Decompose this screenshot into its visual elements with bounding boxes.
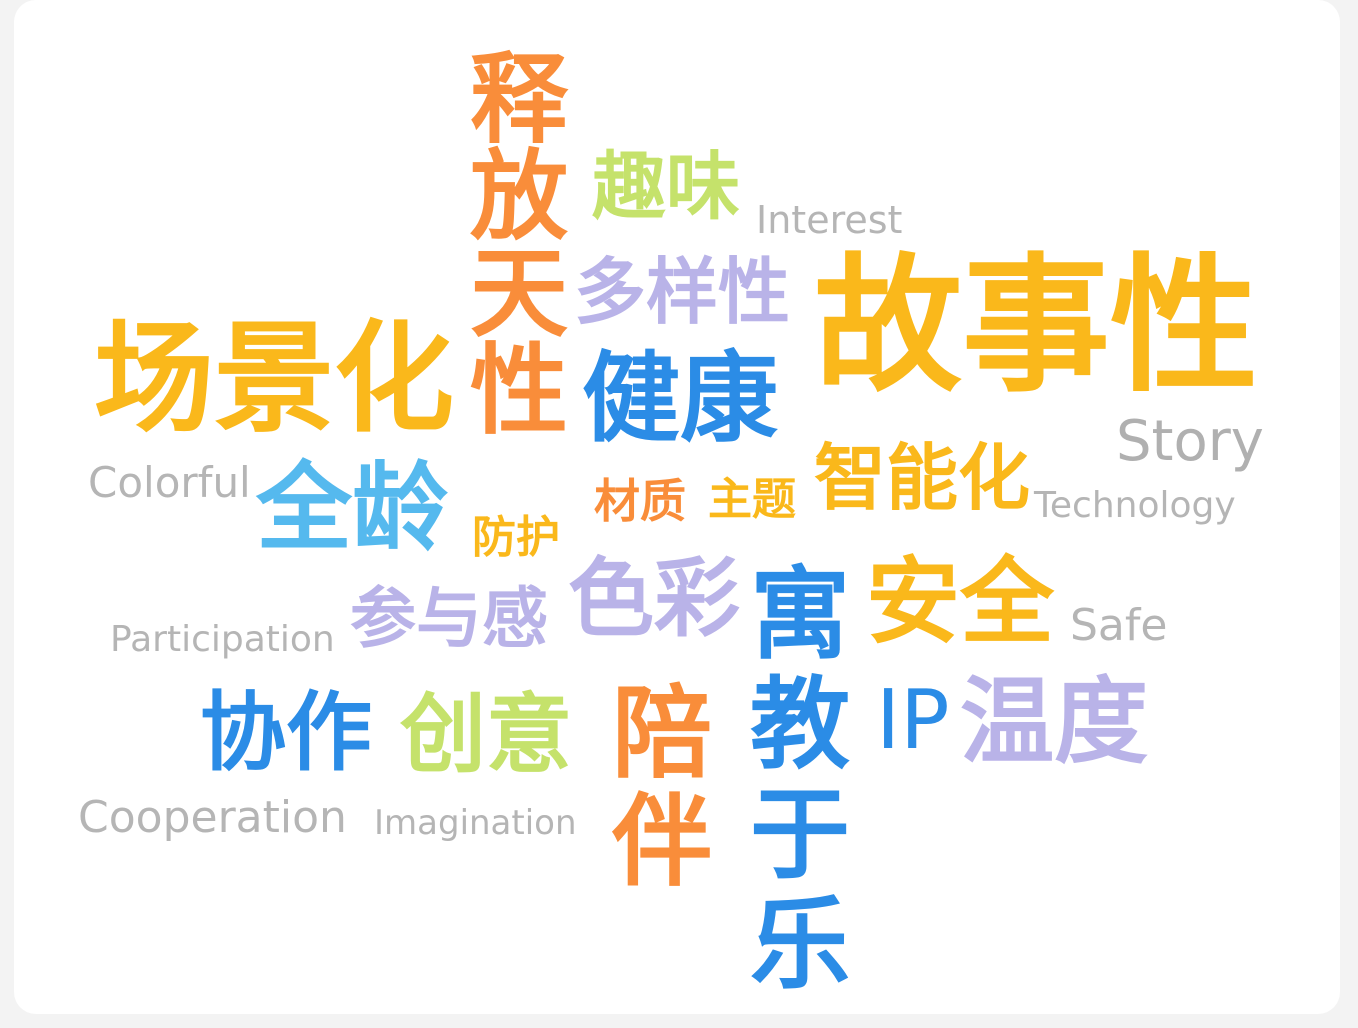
word-shifang-tianxing: 释放天性 [469,43,568,448]
word-chuangyi: 创意 [400,685,572,785]
word-secai: 色彩 [568,549,740,649]
word-quwei: 趣味 [592,144,740,230]
word-zhinenghua: 智能化 [814,436,1031,520]
word-xiezuo: 协作 [200,683,372,783]
word-yujiao-yule: 寓教于乐 [750,556,850,1003]
word-anquan: 安全 [866,548,1055,657]
word-gushixing: 故事性 [814,240,1258,412]
word-peiban: 陪伴 [612,675,712,900]
word-safe: Safe [1070,600,1168,651]
word-colorful: Colorful [88,458,251,507]
word-fanghu: 防护 [472,512,560,563]
word-ip: IP [876,673,950,768]
word-interest: Interest [756,198,903,242]
word-cooperation: Cooperation [78,792,347,843]
word-duoyangxing: 多样性 [574,250,791,334]
word-participation: Participation [110,619,335,660]
word-cloud-card: 释放天性 趣味 Interest 多样性 故事性 场景化 健康 Story Co… [14,0,1340,1014]
word-zhuti: 主题 [708,474,796,525]
word-quanling: 全龄 [256,452,448,564]
word-technology: Technology [1034,485,1236,526]
word-canyugan: 参与感 [350,580,548,657]
word-changjinghua: 场景化 [94,310,454,449]
word-jiankang: 健康 [582,342,779,456]
word-story: Story [1116,409,1264,474]
word-caizhi: 材质 [594,474,686,528]
word-imagination: Imagination [374,803,577,843]
word-wendu: 温度 [960,668,1149,777]
